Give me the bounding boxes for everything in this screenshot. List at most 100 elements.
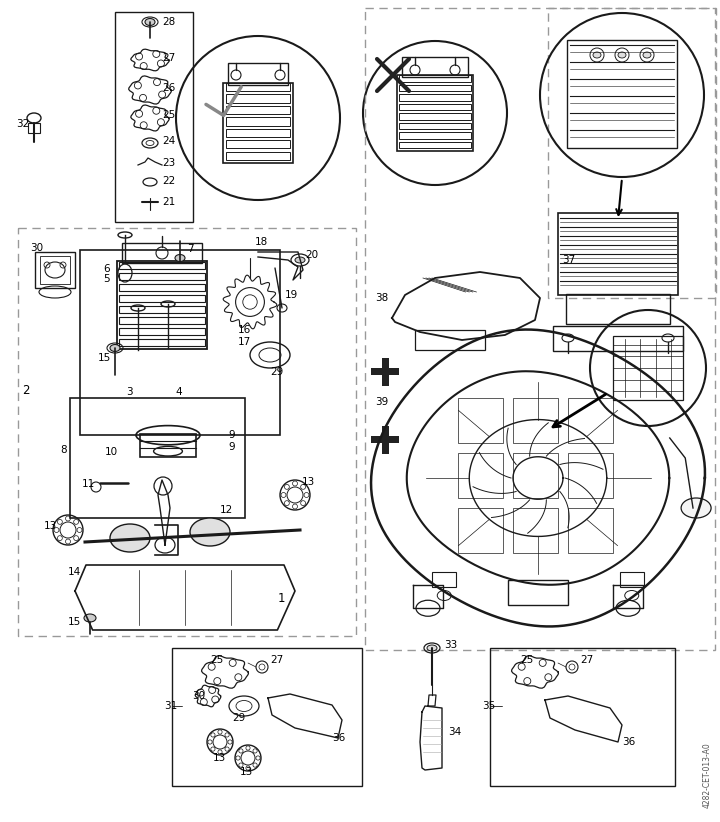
Ellipse shape bbox=[175, 255, 185, 261]
Bar bbox=[228, 63, 288, 85]
Bar bbox=[40, 256, 70, 284]
Bar bbox=[226, 151, 290, 159]
Ellipse shape bbox=[618, 52, 626, 58]
Bar bbox=[399, 75, 471, 81]
Bar bbox=[226, 140, 290, 149]
Ellipse shape bbox=[295, 257, 305, 263]
Text: 7: 7 bbox=[187, 244, 194, 254]
Bar bbox=[140, 433, 196, 457]
Bar bbox=[119, 328, 205, 335]
Text: 8: 8 bbox=[60, 445, 67, 455]
Bar bbox=[399, 104, 471, 110]
Text: 16: 16 bbox=[238, 325, 251, 335]
Text: 29: 29 bbox=[270, 367, 283, 377]
Ellipse shape bbox=[110, 524, 150, 552]
Bar bbox=[548, 8, 716, 298]
Text: 20: 20 bbox=[305, 250, 318, 260]
Bar bbox=[122, 243, 202, 263]
Bar bbox=[508, 580, 568, 606]
Bar bbox=[115, 12, 193, 222]
Bar bbox=[513, 508, 558, 553]
Bar bbox=[397, 75, 473, 151]
Bar bbox=[399, 122, 471, 129]
Bar bbox=[399, 132, 471, 139]
Text: 10: 10 bbox=[105, 447, 118, 457]
Text: 23: 23 bbox=[162, 158, 175, 168]
Text: 32: 32 bbox=[16, 119, 30, 129]
Text: 9: 9 bbox=[228, 442, 235, 452]
Text: 36: 36 bbox=[332, 733, 346, 743]
Text: 19: 19 bbox=[285, 290, 298, 300]
Text: 11: 11 bbox=[82, 479, 95, 489]
Bar bbox=[620, 572, 644, 587]
Text: 24: 24 bbox=[162, 136, 175, 146]
Text: 27: 27 bbox=[162, 53, 175, 63]
Bar bbox=[513, 453, 558, 498]
Bar bbox=[567, 40, 677, 148]
Bar bbox=[558, 213, 678, 295]
Bar bbox=[568, 453, 613, 498]
Bar bbox=[119, 295, 205, 302]
Text: 33: 33 bbox=[444, 640, 457, 650]
Text: 13: 13 bbox=[44, 521, 58, 531]
Bar bbox=[35, 252, 75, 288]
Text: 27: 27 bbox=[270, 655, 283, 665]
Text: 30: 30 bbox=[192, 691, 205, 701]
Bar bbox=[613, 336, 683, 399]
Bar bbox=[117, 261, 207, 349]
Bar bbox=[226, 118, 290, 126]
Bar bbox=[80, 250, 280, 435]
Bar bbox=[402, 57, 468, 77]
Ellipse shape bbox=[145, 19, 155, 25]
Bar bbox=[223, 83, 293, 163]
Bar bbox=[490, 648, 675, 786]
Text: 31: 31 bbox=[164, 701, 177, 711]
Text: 13: 13 bbox=[240, 767, 253, 777]
Text: 1: 1 bbox=[278, 592, 286, 604]
Text: 29: 29 bbox=[232, 713, 246, 723]
Text: 13: 13 bbox=[213, 753, 226, 763]
Text: 26: 26 bbox=[162, 83, 175, 93]
Text: 14: 14 bbox=[68, 567, 81, 577]
Bar bbox=[568, 508, 613, 553]
Text: 6: 6 bbox=[103, 264, 109, 274]
Text: 15: 15 bbox=[68, 617, 81, 627]
Text: 22: 22 bbox=[162, 176, 175, 186]
FancyBboxPatch shape bbox=[371, 368, 399, 376]
Text: 38: 38 bbox=[375, 293, 388, 303]
Bar bbox=[172, 648, 362, 786]
Bar bbox=[399, 94, 471, 100]
FancyBboxPatch shape bbox=[382, 358, 389, 386]
Ellipse shape bbox=[84, 614, 96, 622]
Ellipse shape bbox=[593, 52, 601, 58]
Bar bbox=[226, 106, 290, 114]
Text: 15: 15 bbox=[98, 353, 112, 363]
Text: 2: 2 bbox=[22, 384, 30, 396]
Bar bbox=[365, 8, 715, 650]
Text: 36: 36 bbox=[622, 737, 635, 747]
Text: 18: 18 bbox=[255, 237, 269, 247]
Text: 34: 34 bbox=[448, 727, 462, 737]
Text: 4: 4 bbox=[175, 387, 181, 397]
Text: 13: 13 bbox=[302, 477, 315, 487]
FancyBboxPatch shape bbox=[371, 436, 399, 444]
Text: 3: 3 bbox=[126, 387, 132, 397]
Bar bbox=[226, 83, 290, 91]
Ellipse shape bbox=[110, 344, 120, 352]
Bar bbox=[119, 317, 205, 324]
Bar bbox=[513, 398, 558, 443]
Bar bbox=[28, 123, 40, 133]
Bar bbox=[226, 129, 290, 137]
Text: 25: 25 bbox=[210, 655, 223, 665]
Text: 35: 35 bbox=[482, 701, 495, 711]
Bar bbox=[415, 330, 485, 350]
Text: 9: 9 bbox=[228, 430, 235, 440]
Bar bbox=[432, 572, 456, 587]
Bar bbox=[458, 508, 503, 553]
Text: 37: 37 bbox=[562, 255, 575, 265]
Text: 28: 28 bbox=[162, 17, 175, 27]
Bar bbox=[566, 294, 670, 324]
Text: 12: 12 bbox=[220, 505, 233, 515]
Bar bbox=[119, 339, 205, 346]
Bar bbox=[458, 398, 503, 443]
